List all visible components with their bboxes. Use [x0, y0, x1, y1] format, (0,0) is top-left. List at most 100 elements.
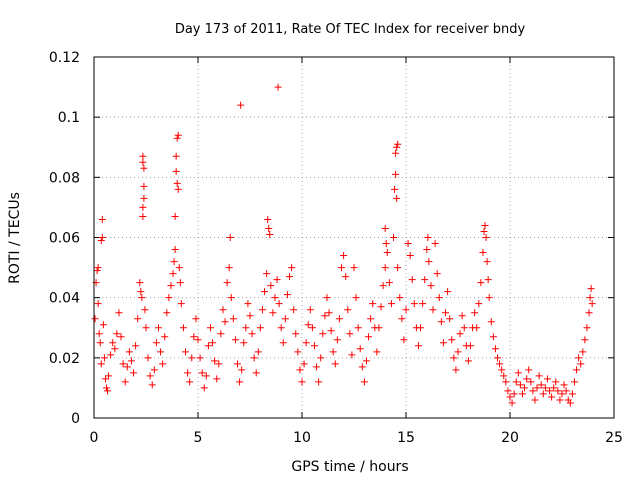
data-point: [274, 83, 282, 91]
data-point: [379, 282, 387, 290]
data-point: [500, 372, 508, 380]
data-point: [271, 294, 279, 302]
data-point: [136, 279, 144, 287]
data-point: [163, 309, 171, 317]
data-point: [161, 333, 169, 341]
data-point: [377, 303, 385, 311]
data-point: [408, 276, 416, 284]
data-point: [213, 375, 221, 383]
data-point: [550, 384, 558, 392]
data-point: [586, 294, 594, 302]
data-point: [510, 390, 518, 398]
data-point: [98, 215, 106, 223]
data-point: [537, 381, 545, 389]
data-point: [173, 179, 181, 187]
data-point: [391, 185, 399, 193]
data-point: [325, 309, 333, 317]
data-point: [242, 324, 250, 332]
data-point: [585, 309, 593, 317]
data-point: [442, 309, 450, 317]
data-point: [206, 324, 214, 332]
data-point: [360, 378, 368, 386]
data-point: [304, 321, 312, 329]
data-point: [315, 378, 323, 386]
data-point: [176, 279, 184, 287]
data-point: [404, 240, 412, 248]
data-point: [288, 264, 296, 272]
data-point: [215, 360, 223, 368]
data-point: [140, 164, 148, 172]
data-point: [421, 276, 429, 284]
data-point: [98, 234, 106, 241]
x-tick-label: 10: [293, 430, 311, 446]
data-point: [246, 312, 254, 320]
data-point: [234, 360, 242, 368]
data-point: [115, 309, 123, 317]
data-point: [323, 294, 331, 302]
data-point: [226, 234, 234, 241]
data-point: [105, 372, 113, 380]
data-point: [392, 170, 400, 178]
data-point: [144, 354, 152, 362]
data-point: [498, 366, 506, 374]
data-point: [382, 240, 390, 248]
data-point: [439, 339, 447, 347]
data-point: [419, 300, 427, 308]
data-point: [543, 375, 551, 383]
axis-ticks: 0 5 10 15 20 25 0 0.02 0.04 0.06 0.08 0.1 0.12: [49, 50, 623, 446]
data-point: [516, 381, 524, 389]
data-point: [261, 288, 269, 296]
data-point: [327, 327, 335, 335]
data-point: [356, 345, 364, 353]
data-point: [308, 324, 316, 332]
data-point: [121, 378, 129, 386]
data-point: [298, 378, 306, 386]
data-point: [452, 366, 460, 374]
data-point: [140, 182, 148, 190]
data-point: [471, 309, 479, 317]
x-tick-label: 0: [90, 430, 99, 446]
data-point: [456, 330, 464, 338]
data-point: [194, 336, 202, 344]
data-point: [139, 203, 147, 211]
data-point: [117, 333, 125, 341]
data-point: [369, 300, 377, 308]
data-point: [346, 330, 354, 338]
data-point: [348, 351, 356, 359]
data-point: [552, 378, 560, 386]
data-point: [130, 369, 138, 377]
data-point: [200, 384, 208, 392]
data-point: [504, 387, 512, 395]
data-point: [554, 387, 562, 395]
data-point: [454, 348, 462, 356]
data-point: [99, 321, 107, 329]
data-point: [171, 246, 179, 254]
data-point: [94, 300, 102, 308]
data-point: [221, 318, 229, 326]
data-point: [381, 264, 389, 272]
data-point: [581, 336, 589, 344]
data-point: [480, 227, 488, 235]
data-point: [329, 348, 337, 356]
data-point: [446, 315, 454, 323]
data-point: [137, 288, 145, 296]
data-point: [266, 230, 274, 238]
data-point: [475, 300, 483, 308]
data-point: [562, 387, 570, 395]
data-point: [283, 291, 291, 299]
data-point: [179, 324, 187, 332]
data-point: [464, 357, 472, 365]
data-point: [217, 330, 225, 338]
data-point: [286, 273, 294, 281]
data-point: [94, 264, 102, 272]
x-tick-label: 20: [501, 430, 519, 446]
data-point: [223, 279, 231, 287]
data-point: [154, 324, 162, 332]
data-point: [560, 381, 568, 389]
data-point: [172, 167, 180, 175]
data-point: [190, 333, 198, 341]
data-point: [375, 324, 383, 332]
data-point: [244, 300, 252, 308]
data-point: [350, 264, 358, 272]
